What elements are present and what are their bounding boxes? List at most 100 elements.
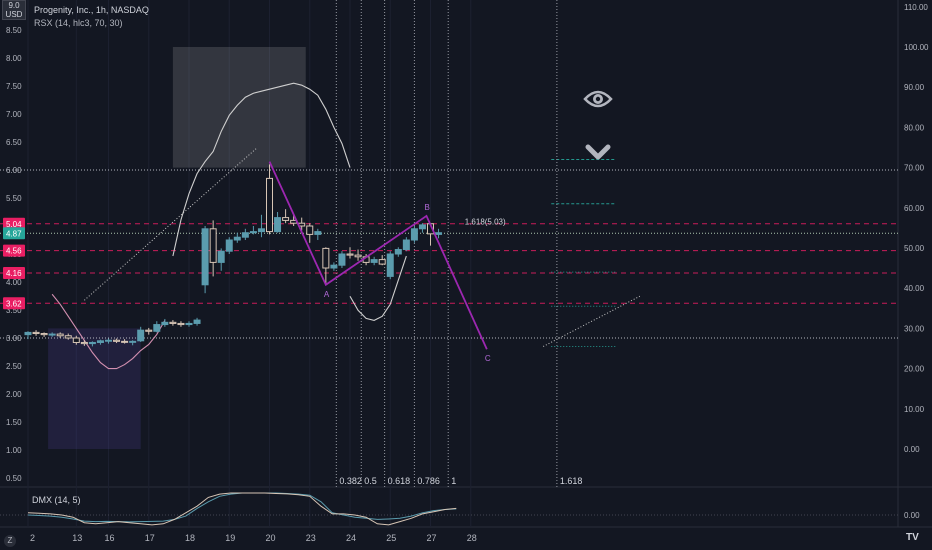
candle[interactable] <box>330 262 338 271</box>
rsx-tick-label: 30.00 <box>904 324 925 333</box>
candle[interactable] <box>72 335 80 345</box>
price-axis[interactable]: 0.501.001.502.002.503.003.504.004.505.00… <box>3 26 25 483</box>
candle[interactable] <box>249 226 257 235</box>
abc-pattern[interactable]: A B C <box>268 161 491 364</box>
time-tick-label: 20 <box>266 533 276 543</box>
candle[interactable] <box>153 321 161 333</box>
eye-icon[interactable] <box>583 85 613 113</box>
candle[interactable] <box>435 228 443 239</box>
candle[interactable] <box>282 209 290 224</box>
candle[interactable] <box>394 247 402 257</box>
candle[interactable] <box>88 341 96 347</box>
rsx-axis[interactable]: 0.00 10.00 20.00 30.00 40.00 50.00 60.00 70.00 8… <box>904 3 929 454</box>
candle-body <box>274 217 282 233</box>
time-tick-label: 24 <box>346 533 356 543</box>
candle[interactable] <box>378 255 386 266</box>
indicator-legend[interactable]: RSX (14, hlc3, 70, 30) <box>34 18 123 28</box>
price-tick-label: 1.50 <box>6 418 22 427</box>
candle[interactable] <box>322 247 330 285</box>
candles[interactable] <box>24 164 443 347</box>
price-tick-label: 7.50 <box>6 82 22 91</box>
candle[interactable] <box>410 226 418 243</box>
rsx-tick-label: 100.00 <box>904 43 929 52</box>
candle-body <box>105 339 112 342</box>
time-tick-label: 16 <box>105 533 115 543</box>
candle[interactable] <box>96 339 104 345</box>
rsx-tick-label: 0.00 <box>904 445 920 454</box>
timezone-button[interactable]: Z <box>4 535 16 547</box>
time-tick-label: 2 <box>30 533 35 543</box>
candle[interactable] <box>161 318 169 327</box>
candle[interactable] <box>56 332 64 338</box>
symbol-title[interactable]: Progenity, Inc., 1h, NASDAQ <box>34 5 149 15</box>
price-badge-label: 4.16 <box>6 269 22 278</box>
candle[interactable] <box>137 326 145 342</box>
fib-time-zones: 0.382 0.5 0.618 0.786 1 1.618 1.618(5.03) <box>335 0 582 487</box>
currency-badge[interactable]: 9.0 USD <box>2 0 26 20</box>
candle[interactable] <box>64 333 72 340</box>
candle[interactable] <box>370 256 378 266</box>
candle[interactable] <box>121 339 129 344</box>
candle-body <box>257 228 265 233</box>
candle[interactable] <box>169 320 177 326</box>
candle-body <box>161 321 169 326</box>
dmx-legend[interactable]: DMX (14, 5) <box>32 495 81 505</box>
fib-time-label: 0.5 <box>364 476 377 486</box>
candle-body <box>346 253 354 256</box>
candle[interactable] <box>241 228 249 240</box>
candle[interactable] <box>402 237 410 252</box>
candle-body <box>418 224 426 230</box>
candle[interactable] <box>40 332 48 337</box>
abc-pattern-line <box>268 161 488 350</box>
candle[interactable] <box>386 251 394 280</box>
time-tick-label: 23 <box>306 533 316 543</box>
candle-body <box>282 217 290 221</box>
candle[interactable] <box>217 248 225 271</box>
candle[interactable] <box>338 251 346 268</box>
candle[interactable] <box>113 338 121 344</box>
candle[interactable] <box>346 247 354 259</box>
candle[interactable] <box>266 164 273 235</box>
price-tick-label: 5.50 <box>6 194 22 203</box>
candle[interactable] <box>209 220 217 277</box>
candle[interactable] <box>105 338 112 344</box>
tradingview-logo: TV <box>906 532 919 543</box>
candle[interactable] <box>193 317 201 326</box>
candle[interactable] <box>314 228 322 240</box>
candle[interactable] <box>225 237 233 254</box>
candle[interactable] <box>257 214 265 238</box>
candle[interactable] <box>48 332 56 337</box>
candle[interactable] <box>418 223 426 233</box>
candle[interactable] <box>354 249 362 261</box>
candle-body <box>314 231 322 235</box>
time-axis[interactable]: 2 13 16 17 18 19 20 23 24 25 27 28 <box>30 533 477 543</box>
time-tick-label: 25 <box>386 533 396 543</box>
rsx-tick-label: 70.00 <box>904 164 925 173</box>
price-tick-label: 6.50 <box>6 138 22 147</box>
candle-body <box>217 250 225 263</box>
candle[interactable] <box>185 321 193 327</box>
chart-header: Progenity, Inc., 1h, NASDAQ RSX (14, hlc… <box>34 4 149 30</box>
candle[interactable] <box>80 340 88 346</box>
price-tick-label: 2.00 <box>6 390 22 399</box>
candle[interactable] <box>274 212 282 233</box>
rsx-zone-box <box>48 328 141 449</box>
chevron-down-icon[interactable] <box>585 142 611 162</box>
candle-body <box>137 329 145 342</box>
candle[interactable] <box>306 223 314 243</box>
candle-body <box>266 177 273 233</box>
price-tick-label: 2.50 <box>6 362 22 371</box>
fib-time-label: 0.382 <box>339 476 362 486</box>
candle[interactable] <box>145 327 153 335</box>
candle[interactable] <box>201 226 209 294</box>
candle[interactable] <box>24 331 32 340</box>
rsx-tick-label: 60.00 <box>904 204 925 213</box>
rsx-line-segment <box>172 82 351 257</box>
candle-body <box>169 321 177 324</box>
candle[interactable] <box>233 232 241 243</box>
candle[interactable] <box>129 340 137 346</box>
candle[interactable] <box>177 321 185 327</box>
candle-body <box>378 259 386 265</box>
candle[interactable] <box>32 330 40 336</box>
